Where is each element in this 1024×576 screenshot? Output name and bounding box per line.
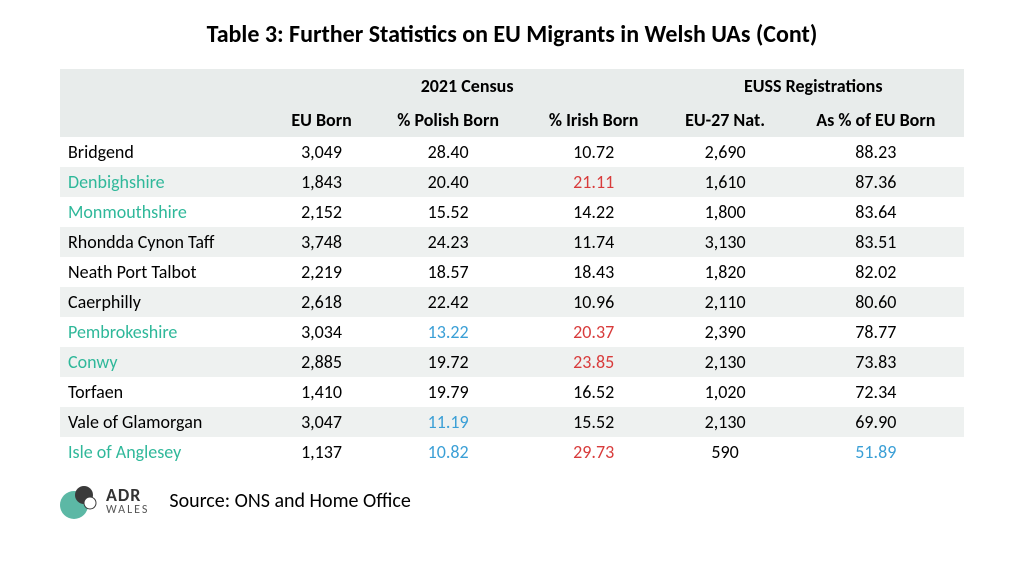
cell-eu-born: 1,410	[272, 377, 372, 407]
cell-polish: 22.42	[371, 287, 525, 317]
cell-name: Torfaen	[60, 377, 272, 407]
cell-name: Neath Port Talbot	[60, 257, 272, 287]
table-row: Vale of Glamorgan3,04711.1915.522,13069.…	[60, 407, 964, 437]
table-row: Denbighshire1,84320.4021.111,61087.36	[60, 167, 964, 197]
cell-eu27: 2,130	[663, 407, 788, 437]
cell-pct: 80.60	[788, 287, 964, 317]
data-table: 2021 Census EUSS Registrations EU Born %…	[60, 69, 964, 467]
logo-text-adr: ADR	[106, 486, 149, 504]
group-header-euss: EUSS Registrations	[663, 69, 965, 103]
cell-polish: 15.52	[371, 197, 525, 227]
cell-eu-born: 2,152	[272, 197, 372, 227]
group-header-census: 2021 Census	[272, 69, 663, 103]
cell-eu27: 2,110	[663, 287, 788, 317]
cell-eu-born: 3,748	[272, 227, 372, 257]
cell-eu27: 3,130	[663, 227, 788, 257]
cell-eu27: 590	[663, 437, 788, 467]
cell-pct: 83.51	[788, 227, 964, 257]
table-row: Rhondda Cynon Taff3,74824.2311.743,13083…	[60, 227, 964, 257]
cell-eu-born: 3,049	[272, 137, 372, 167]
table-row: Pembrokeshire3,03413.2220.372,39078.77	[60, 317, 964, 347]
cell-name: Conwy	[60, 347, 272, 377]
cell-pct: 87.36	[788, 167, 964, 197]
cell-pct: 83.64	[788, 197, 964, 227]
cell-polish: 28.40	[371, 137, 525, 167]
col-name	[60, 103, 272, 137]
cell-name: Bridgend	[60, 137, 272, 167]
cell-eu-born: 1,843	[272, 167, 372, 197]
column-header-row: EU Born % Polish Born % Irish Born EU-27…	[60, 103, 964, 137]
cell-eu-born: 2,219	[272, 257, 372, 287]
cell-name: Rhondda Cynon Taff	[60, 227, 272, 257]
logo-mark-icon	[60, 481, 100, 521]
cell-polish: 20.40	[371, 167, 525, 197]
cell-eu27: 2,390	[663, 317, 788, 347]
table-row: Torfaen1,41019.7916.521,02072.34	[60, 377, 964, 407]
cell-polish: 13.22	[371, 317, 525, 347]
table-row: Monmouthshire2,15215.5214.221,80083.64	[60, 197, 964, 227]
col-eu27: EU-27 Nat.	[663, 103, 788, 137]
cell-name: Monmouthshire	[60, 197, 272, 227]
cell-name: Pembrokeshire	[60, 317, 272, 347]
footer: ADR WALES Source: ONS and Home Office	[60, 481, 964, 521]
cell-irish: 20.37	[525, 317, 663, 347]
cell-name: Denbighshire	[60, 167, 272, 197]
cell-polish: 19.72	[371, 347, 525, 377]
cell-polish: 19.79	[371, 377, 525, 407]
group-header-row: 2021 Census EUSS Registrations	[60, 69, 964, 103]
cell-eu-born: 2,885	[272, 347, 372, 377]
table-title: Table 3: Further Statistics on EU Migran…	[60, 20, 964, 49]
table-row: Isle of Anglesey1,13710.8229.7359051.89	[60, 437, 964, 467]
cell-eu27: 1,820	[663, 257, 788, 287]
col-polish: % Polish Born	[371, 103, 525, 137]
cell-irish: 29.73	[525, 437, 663, 467]
table-row: Neath Port Talbot2,21918.5718.431,82082.…	[60, 257, 964, 287]
cell-eu27: 1,610	[663, 167, 788, 197]
cell-pct: 72.34	[788, 377, 964, 407]
cell-polish: 24.23	[371, 227, 525, 257]
cell-irish: 14.22	[525, 197, 663, 227]
cell-irish: 15.52	[525, 407, 663, 437]
cell-pct: 82.02	[788, 257, 964, 287]
cell-irish: 21.11	[525, 167, 663, 197]
cell-pct: 73.83	[788, 347, 964, 377]
cell-eu27: 2,130	[663, 347, 788, 377]
cell-pct: 78.77	[788, 317, 964, 347]
table-body: Bridgend3,04928.4010.722,69088.23Denbigh…	[60, 137, 964, 467]
logo-text-wales: WALES	[106, 504, 149, 516]
cell-name: Caerphilly	[60, 287, 272, 317]
cell-eu-born: 2,618	[272, 287, 372, 317]
col-pct: As % of EU Born	[788, 103, 964, 137]
table-row: Caerphilly2,61822.4210.962,11080.60	[60, 287, 964, 317]
cell-eu27: 2,690	[663, 137, 788, 167]
table-row: Conwy2,88519.7223.852,13073.83	[60, 347, 964, 377]
cell-name: Vale of Glamorgan	[60, 407, 272, 437]
cell-eu-born: 3,047	[272, 407, 372, 437]
adr-wales-logo: ADR WALES	[60, 481, 149, 521]
cell-pct: 88.23	[788, 137, 964, 167]
cell-irish: 18.43	[525, 257, 663, 287]
table-row: Bridgend3,04928.4010.722,69088.23	[60, 137, 964, 167]
cell-pct: 69.90	[788, 407, 964, 437]
cell-eu27: 1,800	[663, 197, 788, 227]
cell-irish: 11.74	[525, 227, 663, 257]
cell-irish: 10.72	[525, 137, 663, 167]
cell-eu-born: 1,137	[272, 437, 372, 467]
cell-polish: 11.19	[371, 407, 525, 437]
cell-eu-born: 3,034	[272, 317, 372, 347]
cell-pct: 51.89	[788, 437, 964, 467]
cell-name: Isle of Anglesey	[60, 437, 272, 467]
source-text: Source: ONS and Home Office	[169, 489, 410, 513]
cell-irish: 16.52	[525, 377, 663, 407]
cell-polish: 18.57	[371, 257, 525, 287]
cell-irish: 23.85	[525, 347, 663, 377]
col-irish: % Irish Born	[525, 103, 663, 137]
col-eu-born: EU Born	[272, 103, 372, 137]
cell-eu27: 1,020	[663, 377, 788, 407]
cell-irish: 10.96	[525, 287, 663, 317]
cell-polish: 10.82	[371, 437, 525, 467]
